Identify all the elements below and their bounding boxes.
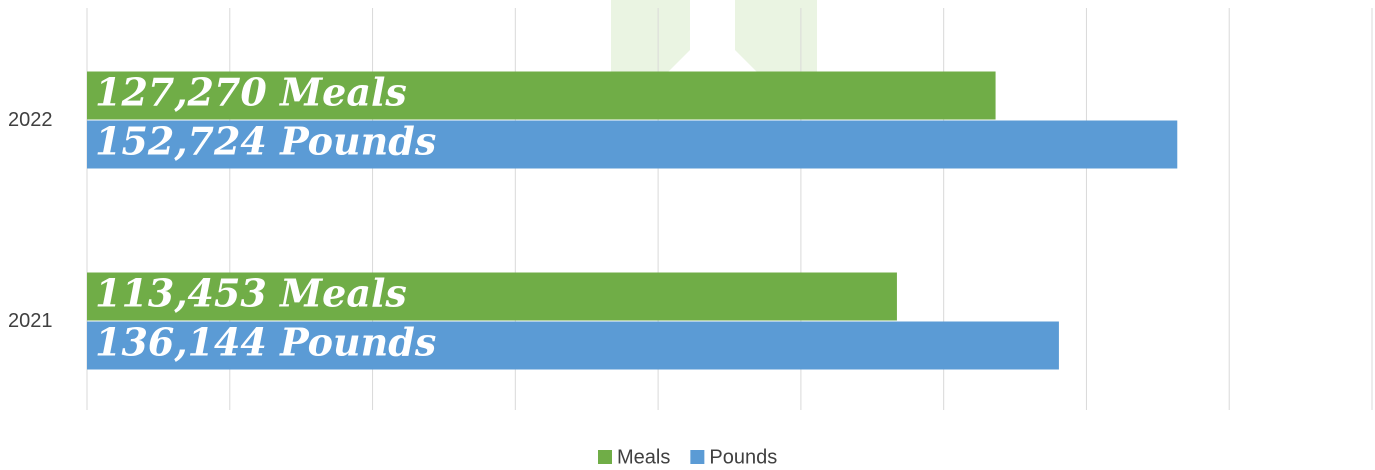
bar [87, 71, 996, 120]
y-tick-label: 2021 [8, 310, 53, 332]
bar [87, 272, 897, 321]
legend-swatch [690, 450, 705, 464]
watermark [611, 0, 690, 75]
value-label: 127,270 Meals [95, 70, 407, 115]
bar [87, 120, 1178, 169]
value-label: 152,724 Pounds [95, 119, 436, 164]
legend-label: Pounds [709, 446, 777, 468]
value-label: 136,144 Pounds [95, 320, 436, 365]
y-tick-label: 2022 [8, 109, 53, 131]
watermark [735, 0, 817, 75]
value-label: 113,453 Meals [95, 271, 407, 316]
bar [87, 321, 1059, 370]
legend-label: Meals [617, 446, 670, 468]
legend-swatch [598, 450, 612, 464]
